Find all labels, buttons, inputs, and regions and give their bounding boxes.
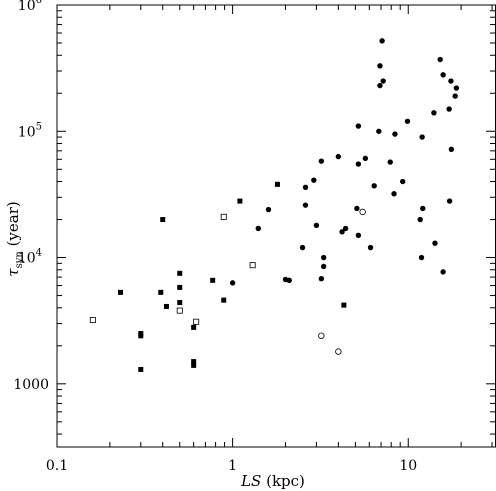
plot-frame: [56, 4, 496, 448]
point-filled-circle: [448, 146, 455, 152]
point-filled-circle: [229, 280, 236, 286]
point-filled-circle: [320, 263, 327, 270]
point-filled-square: [221, 297, 227, 303]
point-filled-square: [163, 303, 169, 309]
point-filled-circle: [318, 158, 325, 164]
point-filled-circle: [367, 244, 374, 251]
point-filled-circle: [313, 222, 320, 229]
point-filled-circle: [431, 110, 437, 116]
x-axis-label-rest: (kpc): [261, 472, 305, 490]
point-filled-square: [237, 198, 243, 204]
point-filled-circle: [417, 216, 423, 223]
point-filled-circle: [355, 232, 362, 239]
point-filled-circle: [452, 93, 458, 99]
point-filled-circle: [299, 244, 306, 251]
y-axis-label-symbol: τ: [4, 268, 22, 277]
y-axis-label-rest: (year): [4, 201, 22, 251]
data-points: [89, 38, 460, 372]
y-tick-label-exponent: 6: [36, 0, 42, 6]
point-open-square: [176, 307, 183, 314]
point-filled-circle: [446, 106, 452, 112]
y-tick-label: 106: [18, 0, 42, 14]
x-tick-label: 1: [228, 458, 237, 474]
point-filled-circle: [392, 131, 398, 137]
point-filled-circle: [362, 155, 369, 162]
point-filled-circle: [311, 177, 317, 183]
point-filled-circle: [377, 82, 383, 89]
point-filled-circle: [391, 191, 397, 197]
point-filled-square: [158, 289, 164, 295]
point-open-square: [220, 213, 227, 220]
point-filled-square: [191, 324, 197, 330]
point-filled-square: [138, 333, 144, 339]
y-tick-label-exponent: 5: [36, 121, 42, 132]
point-filled-circle: [265, 206, 272, 213]
point-open-circle: [318, 332, 325, 340]
point-filled-circle: [432, 240, 438, 246]
point-filled-circle: [255, 225, 261, 232]
point-filled-square: [177, 270, 183, 276]
y-tick-label-base: 10: [18, 0, 36, 14]
point-filled-circle: [437, 56, 443, 63]
point-filled-circle: [320, 254, 327, 261]
point-filled-circle: [318, 275, 325, 282]
point-filled-circle: [400, 178, 406, 185]
point-filled-circle: [379, 38, 385, 44]
point-filled-square: [274, 181, 280, 187]
x-axis-label-italic: LS: [240, 472, 261, 490]
x-tick-label: 0.1: [46, 458, 68, 474]
point-filled-circle: [302, 184, 309, 191]
point-filled-circle: [354, 205, 360, 212]
point-open-square: [89, 317, 96, 324]
point-filled-circle: [376, 128, 382, 134]
point-filled-square: [177, 300, 183, 306]
point-filled-circle: [420, 205, 426, 212]
point-filled-circle: [377, 63, 383, 69]
x-tick-label: 10: [399, 458, 417, 474]
point-filled-circle: [355, 161, 362, 167]
y-tick-label-base: 10: [18, 251, 36, 267]
point-open-circle: [359, 208, 366, 216]
point-filled-circle: [286, 277, 292, 284]
point-filled-circle: [440, 72, 446, 78]
point-filled-square: [210, 277, 216, 283]
point-open-square: [193, 318, 200, 325]
y-tick-label-exponent: 4: [36, 248, 42, 259]
point-filled-circle: [342, 225, 349, 232]
point-open-square: [249, 262, 256, 269]
y-tick-label: 105: [18, 121, 42, 140]
point-filled-circle: [339, 229, 345, 235]
point-filled-square: [160, 217, 166, 223]
y-tick-label: 104: [18, 248, 42, 267]
point-filled-square: [341, 302, 347, 308]
point-filled-circle: [387, 159, 393, 165]
point-filled-square: [138, 366, 144, 372]
point-filled-circle: [355, 123, 362, 129]
point-filled-circle: [371, 183, 377, 189]
point-filled-circle: [404, 118, 411, 124]
x-axis-label: LS (kpc): [240, 472, 305, 490]
y-tick-label: 1000: [13, 377, 49, 393]
y-axis-label-subscript: syn: [14, 251, 25, 269]
point-filled-circle: [380, 78, 386, 84]
y-tick-label-base: 10: [18, 124, 36, 140]
point-filled-circle: [335, 153, 342, 160]
point-filled-square: [118, 289, 124, 295]
point-filled-square: [177, 284, 183, 290]
point-filled-circle: [419, 134, 425, 140]
point-filled-circle: [448, 78, 454, 84]
point-filled-square: [191, 359, 197, 365]
point-filled-circle: [302, 202, 309, 208]
point-open-circle: [335, 348, 342, 355]
point-filled-circle: [440, 269, 446, 275]
point-filled-circle: [446, 198, 453, 204]
y-axis-label: τsyn (year): [4, 201, 25, 276]
point-filled-circle: [453, 85, 460, 91]
point-filled-circle: [418, 254, 425, 261]
point-filled-square: [191, 362, 197, 368]
